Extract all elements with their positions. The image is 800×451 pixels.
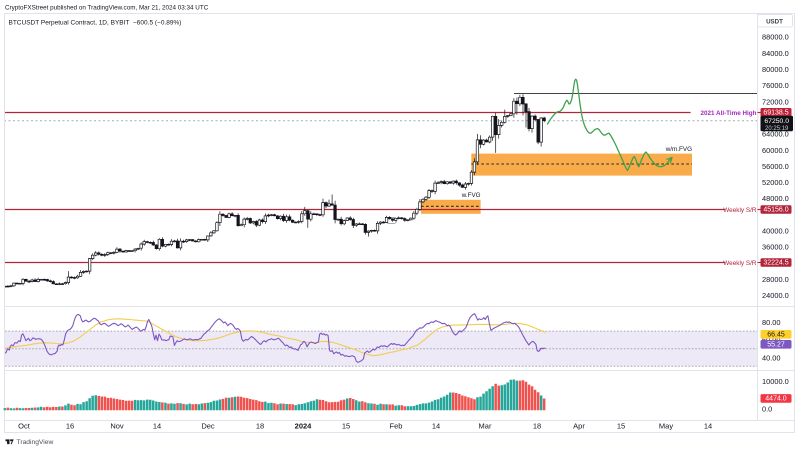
svg-text:May: May — [659, 422, 673, 431]
svg-text:Nov: Nov — [110, 422, 124, 431]
svg-text:36000.0: 36000.0 — [762, 243, 789, 252]
svg-text:32224.5: 32224.5 — [763, 260, 788, 267]
svg-text:52000.0: 52000.0 — [762, 178, 789, 187]
svg-text:60000.0: 60000.0 — [762, 146, 789, 155]
svg-text:Mar: Mar — [479, 422, 492, 431]
svg-text:16: 16 — [66, 422, 74, 431]
svg-text:64000.0: 64000.0 — [762, 130, 789, 139]
svg-text:Weekly S/R: Weekly S/R — [723, 207, 757, 214]
svg-text:BTCUSDT Perpetual Contract, 1D: BTCUSDT Perpetual Contract, 1D, BYBIT −6… — [9, 19, 182, 26]
svg-text:40.00: 40.00 — [762, 353, 781, 362]
svg-text:80000.0: 80000.0 — [762, 65, 789, 74]
svg-text:84000.0: 84000.0 — [762, 49, 789, 58]
svg-text:67250.0: 67250.0 — [764, 118, 789, 125]
svg-text:18: 18 — [256, 422, 264, 431]
svg-text:20:25:19: 20:25:19 — [765, 126, 789, 132]
svg-text:88000.0: 88000.0 — [762, 33, 789, 42]
svg-text:TradingView: TradingView — [17, 439, 54, 446]
svg-text:w/m.FVG: w/m.FVG — [665, 146, 692, 153]
svg-text:28000.0: 28000.0 — [762, 275, 789, 284]
svg-text:0.0: 0.0 — [762, 405, 772, 414]
svg-text:Dec: Dec — [201, 422, 215, 431]
svg-text:Feb: Feb — [390, 422, 403, 431]
svg-text:76000.0: 76000.0 — [762, 81, 789, 90]
svg-text:15: 15 — [342, 422, 350, 431]
svg-text:4474.0: 4474.0 — [765, 396, 787, 403]
svg-text:24000.0: 24000.0 — [762, 291, 789, 300]
svg-text:45156.0: 45156.0 — [763, 207, 788, 214]
svg-text:56000.0: 56000.0 — [762, 162, 789, 171]
svg-text:Apr: Apr — [573, 422, 585, 431]
svg-text:w.FVG: w.FVG — [461, 192, 481, 199]
svg-text:2024: 2024 — [295, 422, 313, 431]
svg-text:55.27: 55.27 — [767, 342, 785, 349]
svg-text:14: 14 — [432, 422, 440, 431]
svg-text:40000.0: 40000.0 — [762, 227, 789, 236]
svg-text:66.45: 66.45 — [767, 332, 785, 339]
svg-text:18: 18 — [533, 422, 541, 431]
svg-text:USDT: USDT — [766, 19, 783, 26]
svg-text:14: 14 — [153, 422, 161, 431]
svg-text:15: 15 — [617, 422, 625, 431]
svg-text:CryptoFXStreet published on Tr: CryptoFXStreet published on TradingView.… — [5, 5, 209, 12]
svg-text:48000.0: 48000.0 — [762, 194, 789, 203]
svg-text:14: 14 — [704, 422, 712, 431]
svg-text:69138.5: 69138.5 — [763, 110, 788, 117]
svg-text:Oct: Oct — [18, 422, 31, 431]
svg-text:80.00: 80.00 — [762, 318, 781, 327]
svg-text:72000.0: 72000.0 — [762, 97, 789, 106]
svg-text:Weekly S/R: Weekly S/R — [723, 260, 757, 267]
svg-text:2021 All-Time High: 2021 All-Time High — [701, 110, 757, 117]
svg-text:10000.0: 10000.0 — [762, 377, 789, 386]
